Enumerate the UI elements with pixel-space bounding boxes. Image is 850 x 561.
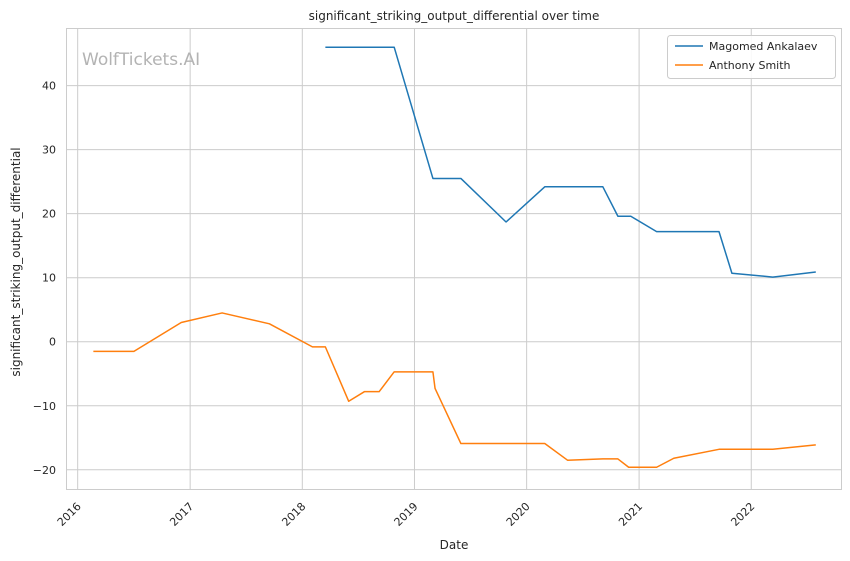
series-line-anthony-smith — [93, 312, 816, 468]
legend-label-anthony-smith: Anthony Smith — [709, 59, 791, 72]
y-tick-label: −20 — [33, 464, 56, 477]
grid-lines — [66, 28, 841, 489]
legend-box — [667, 35, 836, 79]
y-tick-label: 10 — [42, 272, 56, 285]
y-axis-title: significant_striking_output_differential — [9, 147, 23, 376]
y-tick-label: 40 — [42, 80, 56, 93]
watermark: WolfTickets.AI — [82, 50, 200, 70]
y-tick-label: −10 — [33, 400, 56, 413]
series-lines — [93, 46, 816, 468]
plot-frame — [66, 28, 842, 490]
y-tick-label: 0 — [49, 336, 56, 349]
y-tick-label: 30 — [42, 144, 56, 157]
y-tick-label: 20 — [42, 208, 56, 221]
chart-title: significant_striking_output_differential… — [309, 9, 600, 23]
series-line-magomed-ankalaev — [325, 46, 816, 278]
x-axis-title: Date — [440, 538, 469, 552]
legend-label-magomed-ankalaev: Magomed Ankalaev — [709, 40, 818, 53]
legend: Magomed Ankalaev Anthony Smith — [667, 35, 836, 79]
